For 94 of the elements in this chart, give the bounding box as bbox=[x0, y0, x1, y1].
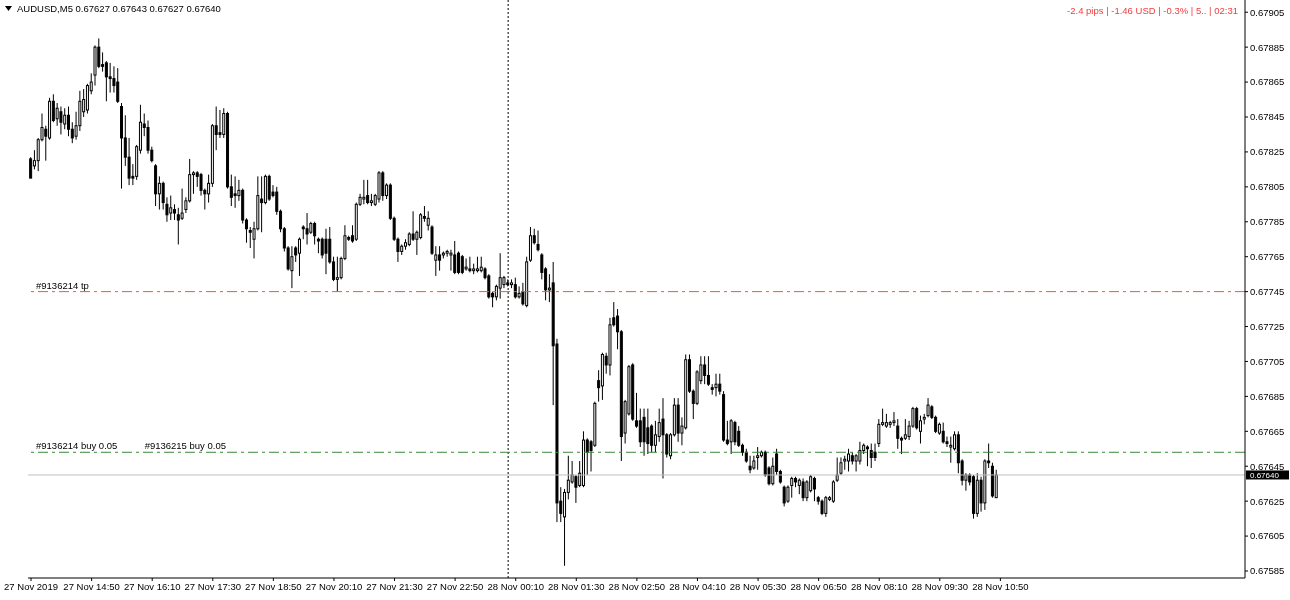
candlestick bbox=[169, 195, 173, 221]
candlestick bbox=[714, 373, 718, 397]
candlestick bbox=[381, 170, 385, 202]
y-tick-label: 0.67905 bbox=[1250, 6, 1285, 18]
candlestick bbox=[941, 422, 945, 445]
y-tick-label: 0.67725 bbox=[1250, 320, 1285, 332]
candlestick bbox=[498, 252, 502, 300]
y-tick-label: 0.67665 bbox=[1250, 425, 1285, 437]
y-tick-label: 0.67765 bbox=[1250, 251, 1285, 263]
candlestick bbox=[877, 418, 881, 448]
y-tick-label: 0.67585 bbox=[1250, 565, 1285, 577]
candlestick bbox=[729, 418, 733, 455]
candlestick bbox=[661, 397, 665, 479]
candlestick bbox=[801, 477, 805, 502]
candlestick bbox=[718, 373, 722, 396]
candlestick bbox=[824, 495, 828, 518]
y-tick-label: 0.67805 bbox=[1250, 181, 1285, 193]
x-tick-label: 28 Nov 01:30 bbox=[548, 580, 605, 592]
candlestick bbox=[464, 257, 468, 272]
candlestick bbox=[411, 210, 415, 242]
candlestick bbox=[706, 355, 710, 387]
candlestick bbox=[646, 408, 650, 455]
candlestick bbox=[703, 355, 707, 385]
x-tick-label: 28 Nov 09:30 bbox=[911, 580, 969, 592]
x-tick-label: 27 Nov 14:50 bbox=[63, 580, 120, 592]
x-tick-label: 27 Nov 21:30 bbox=[366, 580, 423, 592]
x-tick-label: 27 Nov 22:50 bbox=[426, 580, 484, 592]
y-tick-label: 0.67745 bbox=[1250, 285, 1285, 297]
ref-line-label: 0.67640 bbox=[1250, 470, 1280, 480]
candlestick bbox=[915, 406, 919, 431]
y-tick-label: 0.67705 bbox=[1250, 355, 1285, 367]
candlestick bbox=[233, 175, 237, 209]
candlestick bbox=[116, 67, 120, 104]
x-tick-label: 27 Nov 2019 bbox=[4, 580, 58, 592]
candlestick bbox=[869, 443, 873, 469]
candlestick bbox=[453, 240, 457, 275]
candlestick bbox=[457, 250, 461, 275]
candlestick bbox=[108, 62, 112, 94]
candlestick bbox=[903, 418, 907, 441]
candlestick bbox=[59, 106, 63, 135]
candlestick bbox=[638, 408, 642, 448]
candlestick bbox=[468, 256, 472, 273]
ref-line-label: #9136214 tp bbox=[36, 279, 89, 291]
candlestick bbox=[949, 436, 953, 464]
candlestick bbox=[67, 106, 70, 137]
x-tick-label: 28 Nov 10:50 bbox=[972, 580, 1029, 592]
candlestick bbox=[305, 212, 309, 245]
y-tick-label: 0.67685 bbox=[1250, 390, 1285, 402]
y-tick-label: 0.67845 bbox=[1250, 111, 1285, 123]
candlestick bbox=[324, 228, 328, 275]
candlestick bbox=[782, 484, 786, 507]
y-tick-label: 0.67785 bbox=[1250, 216, 1285, 228]
x-tick-label: 28 Nov 05:30 bbox=[729, 580, 787, 592]
ref-line-label: #9136214 buy 0.05 bbox=[36, 440, 118, 452]
x-tick-label: 27 Nov 17:30 bbox=[184, 580, 242, 592]
chart-title: AUDUSD,M5 0.67627 0.67643 0.67627 0.67640 bbox=[17, 3, 221, 14]
x-tick-label: 27 Nov 20:10 bbox=[305, 580, 363, 592]
x-tick-label: 27 Nov 16:10 bbox=[123, 580, 181, 592]
y-tick-label: 0.67825 bbox=[1250, 146, 1285, 158]
candlestick bbox=[854, 453, 858, 472]
candlestick bbox=[267, 174, 271, 202]
candlestick bbox=[104, 60, 108, 102]
candlestick bbox=[460, 254, 464, 275]
x-tick-label: 27 Nov 18:50 bbox=[245, 580, 302, 592]
candlestick bbox=[873, 443, 877, 462]
candlestick bbox=[994, 469, 998, 499]
price-tag: 0.67640 bbox=[1246, 470, 1289, 480]
y-tick-label: 0.67865 bbox=[1250, 76, 1285, 88]
y-tick-label: 0.67625 bbox=[1250, 495, 1285, 507]
x-tick-label: 28 Nov 04:10 bbox=[669, 580, 726, 592]
candlestick bbox=[748, 455, 752, 474]
candlestick bbox=[362, 179, 366, 205]
annotation: #9136215 buy 0.05 bbox=[144, 440, 226, 452]
x-tick-label: 28 Nov 02:50 bbox=[608, 580, 666, 592]
y-tick-label: 0.67645 bbox=[1250, 460, 1285, 472]
x-tick-label: 28 Nov 06:50 bbox=[790, 580, 847, 592]
y-tick-label: 0.67605 bbox=[1250, 530, 1285, 542]
candlestick bbox=[536, 230, 540, 252]
candlestick bbox=[248, 226, 252, 249]
x-tick-label: 28 Nov 08:10 bbox=[850, 580, 908, 592]
candlestick bbox=[653, 420, 657, 453]
candlestick bbox=[290, 245, 294, 289]
x-tick-label: 28 Nov 00:10 bbox=[487, 580, 544, 592]
annotation: -2.4 pips | -1.46 USD | -0.3% | 5.. | 02:31 bbox=[1067, 5, 1238, 16]
candlestick bbox=[335, 256, 339, 293]
candlestick bbox=[313, 221, 317, 245]
candlestick bbox=[517, 285, 521, 300]
candlestick bbox=[650, 423, 654, 453]
candlestick bbox=[29, 156, 33, 179]
candlestick bbox=[733, 420, 737, 446]
candlestick bbox=[805, 479, 809, 502]
candlestick bbox=[218, 109, 222, 139]
y-tick-label: 0.67885 bbox=[1250, 41, 1285, 53]
candlestick bbox=[63, 107, 67, 130]
